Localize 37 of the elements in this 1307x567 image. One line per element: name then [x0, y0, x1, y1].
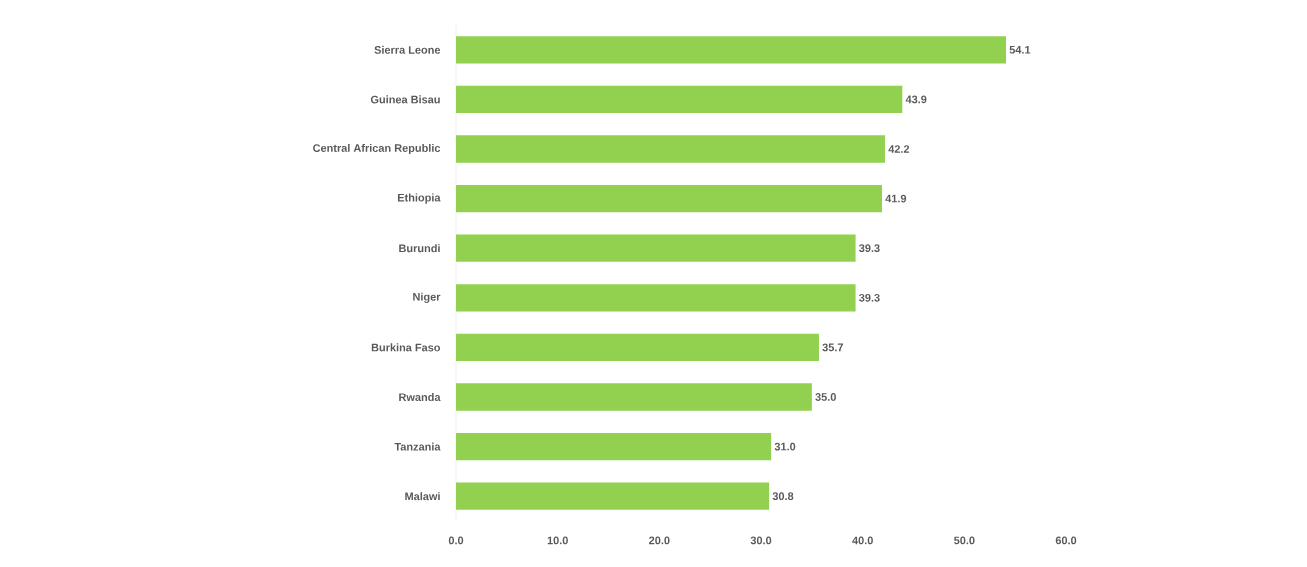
data-label: 54.1 — [1009, 45, 1031, 54]
bar — [456, 36, 1007, 64]
y-tick-label: Niger — [413, 292, 441, 303]
bar — [456, 284, 856, 312]
x-tick-label: 0.0 — [448, 536, 464, 545]
y-tick-label: Ethiopia — [398, 193, 441, 204]
data-label: 39.3 — [859, 244, 880, 253]
x-tick-label: 40.0 — [852, 536, 873, 545]
y-tick-label: Rwanda — [399, 392, 441, 402]
bar — [456, 333, 819, 362]
bar — [456, 432, 772, 461]
y-tick-label: Tanzania — [394, 442, 441, 451]
data-label: 30.8 — [772, 492, 794, 501]
x-tick-label: 10.0 — [547, 536, 568, 545]
y-tick-label: Sierra Leone — [374, 45, 441, 54]
data-label: 35.0 — [815, 393, 836, 401]
y-tick-label: Malawi — [405, 492, 440, 501]
y-tick-label: Burkina Faso — [371, 343, 441, 352]
data-label: 41.9 — [885, 194, 907, 203]
bar — [456, 482, 770, 510]
bar — [456, 234, 856, 262]
data-label: 42.2 — [888, 145, 910, 153]
data-label: 39.3 — [859, 293, 880, 302]
x-tick-label: 30.0 — [750, 536, 772, 545]
bar — [456, 184, 882, 213]
x-tick-label: 20.0 — [649, 536, 670, 545]
x-tick-label: 60.0 — [1055, 536, 1077, 545]
bar — [456, 85, 903, 114]
y-tick-label: Guinea Bisau — [370, 95, 440, 104]
data-label: 43.9 — [905, 95, 927, 104]
bar — [456, 383, 812, 411]
bar — [456, 135, 886, 163]
x-tick-label: 50.0 — [954, 536, 975, 545]
y-tick-label: Burundi — [399, 244, 440, 253]
data-label: 31.0 — [774, 442, 796, 451]
data-label: 35.7 — [822, 343, 844, 352]
y-tick-label: Central African Republic — [313, 143, 441, 155]
